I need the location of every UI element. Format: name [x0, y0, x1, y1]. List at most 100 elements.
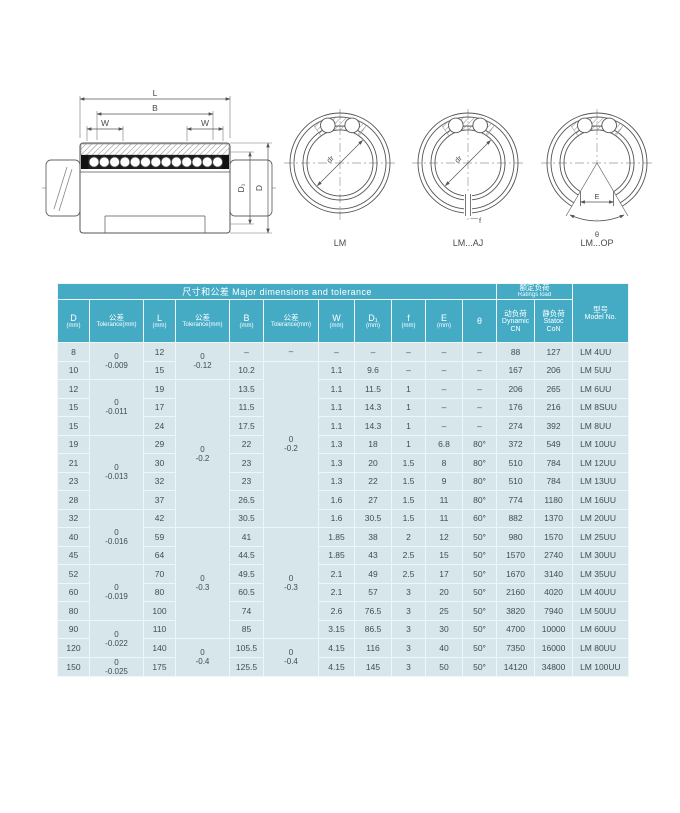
- cell-w: 1.3: [318, 434, 355, 454]
- outer-shell-hatch: [80, 143, 230, 156]
- cell-static-con: 10000: [534, 619, 574, 639]
- cell-d1: –: [354, 342, 392, 362]
- column-header-12: 静负荷 Statoc CoN: [534, 299, 574, 343]
- cell-theta: 80°: [461, 471, 498, 491]
- cell-d1: 22: [354, 471, 392, 491]
- tolerance-line: 0: [114, 657, 119, 667]
- column-header-3: 公差 Tolerance(mm): [175, 299, 230, 343]
- cell-f: 2: [391, 527, 426, 547]
- cell-b: 11.5: [229, 397, 264, 417]
- table-row: 80 100 74 2.6 76.5 3 25 50° 3820 7940 LM 50UU: [57, 601, 630, 621]
- cell-d: 19: [57, 434, 90, 454]
- cell-l: 30: [143, 453, 176, 473]
- cell-l: 15: [143, 360, 176, 380]
- cell-l: 42: [143, 508, 176, 528]
- cell-d1: 145: [354, 656, 392, 677]
- header-line: (mm): [329, 322, 344, 329]
- cell-w: 1.85: [318, 527, 355, 547]
- cell-b: 30.5: [229, 508, 264, 528]
- cell-b: 23: [229, 453, 264, 473]
- cell-e: 40: [425, 638, 463, 658]
- cell-model-no: LM 16UU: [572, 490, 630, 510]
- section-caption-lm-op: LM...OP: [580, 238, 613, 248]
- header-line: (mm): [401, 322, 416, 329]
- cell-l: 37: [143, 490, 176, 510]
- cell-d1: 14.3: [354, 416, 392, 436]
- header-line: CN: [510, 325, 521, 333]
- header-line: D₁: [368, 312, 378, 323]
- cell-model-no: LM 20UU: [572, 508, 630, 528]
- model-header-en: Model No.: [584, 313, 617, 321]
- cell-e: –: [425, 416, 463, 436]
- tolerance-line: 0: [200, 648, 205, 658]
- cell-d1: 27: [354, 490, 392, 510]
- cell-l: 80: [143, 582, 176, 602]
- cell-w: 2.1: [318, 564, 355, 584]
- cell-model-no: LM 30UU: [572, 545, 630, 565]
- dim-label-W-right: W: [201, 118, 209, 128]
- ball: [472, 117, 488, 134]
- cell-e: 11: [425, 490, 463, 510]
- section-caption-lm: LM: [334, 238, 347, 248]
- cell-d: 52: [57, 564, 90, 584]
- cell-tolerance-b: 0 -0.4: [263, 638, 319, 677]
- cell-d1: 76.5: [354, 601, 392, 621]
- cell-l: 100: [143, 601, 176, 621]
- cell-w: 4.15: [318, 656, 355, 677]
- table-row: 52 0 -0.019 70 49.5 2.1 49 2.5 17 50° 1670 3140 LM 3…: [57, 564, 630, 621]
- tolerance-line: 0: [114, 398, 119, 408]
- table-row: 60 80 60.5 2.1 57 3 20 50° 2160 4020 LM 40UU: [57, 582, 630, 602]
- header-line: θ: [477, 316, 483, 326]
- cell-dynamic-cn: 2160: [496, 582, 536, 602]
- tolerance-line: -0.3: [284, 583, 298, 592]
- cell-w: 1.85: [318, 545, 355, 565]
- cell-f: 2.5: [391, 564, 426, 584]
- header-line: (mm): [437, 322, 451, 329]
- header-line: D: [70, 312, 77, 323]
- cell-dynamic-cn: 510: [496, 453, 536, 473]
- header-line: 静负荷: [542, 308, 565, 318]
- cell-model-no: LM 6UU: [572, 379, 630, 399]
- cell-e: 8: [425, 453, 463, 473]
- tolerance-line: 0: [288, 648, 294, 658]
- cell-e: 25: [425, 601, 463, 621]
- tolerance-line: 0: [114, 463, 119, 472]
- cell-d1: 11.5: [354, 379, 392, 399]
- header-line: Tolerance(mm): [182, 322, 223, 328]
- header-line: W: [332, 312, 341, 323]
- tolerance-line: 0: [114, 352, 119, 361]
- cell-w: 2.6: [318, 601, 355, 621]
- cell-static-con: 1180: [534, 490, 574, 510]
- cell-w: 1.1: [318, 379, 355, 399]
- cell-d: 15: [57, 397, 90, 417]
- tolerance-line: -0.2: [195, 453, 210, 463]
- cell-dynamic-cn: 4700: [496, 619, 536, 639]
- cell-l: 29: [143, 434, 176, 454]
- gap-label-E: E: [594, 192, 599, 201]
- cell-f: 2.5: [391, 545, 426, 565]
- cell-static-con: 206: [534, 360, 574, 380]
- cell-static-con: 216: [534, 397, 574, 417]
- cell-tolerance-b: 0 -0.3: [263, 527, 319, 639]
- cell-w: –: [318, 342, 355, 362]
- ball: [601, 117, 617, 134]
- cell-d: 23: [57, 471, 90, 491]
- cell-d: 32: [57, 508, 90, 528]
- cell-f: –: [391, 342, 426, 362]
- cell-e: –: [425, 397, 463, 417]
- cell-b: 41: [229, 527, 264, 547]
- tolerance-line: 0: [114, 629, 119, 639]
- cell-w: 1.6: [318, 508, 355, 528]
- radial-section-lm-op: E θ LM...OP: [541, 109, 653, 248]
- cell-model-no: LM 12UU: [572, 453, 630, 473]
- cell-model-no: LM 35UU: [572, 564, 630, 584]
- cell-f: 1.5: [391, 453, 426, 473]
- table-row: 150 0 -0.025 175 125.5 4.15 145 3 50 50° 14120 3480…: [57, 656, 630, 677]
- cell-e: –: [425, 379, 463, 399]
- header-line: Tolerance(mm): [96, 322, 137, 328]
- cell-b: 105.5: [229, 638, 264, 658]
- cell-f: 1: [391, 434, 426, 454]
- cell-static-con: 7940: [534, 601, 574, 621]
- column-header-10: θ: [461, 299, 498, 343]
- cell-f: 1: [391, 379, 426, 399]
